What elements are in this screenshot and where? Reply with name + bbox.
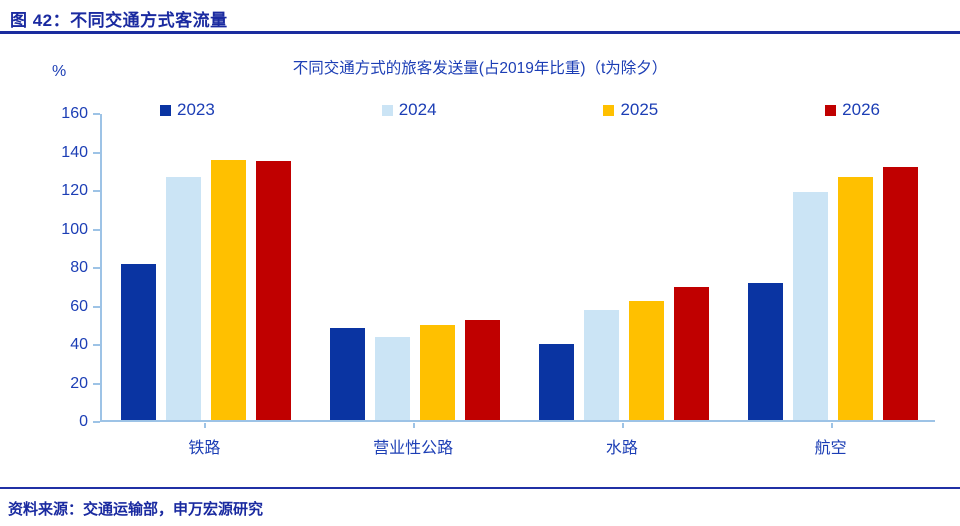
bar-铁路-2025 xyxy=(211,160,247,420)
bar-group-铁路 xyxy=(102,114,311,420)
y-axis-label-20: 20 xyxy=(70,374,88,392)
y-axis-label-160: 160 xyxy=(61,105,88,122)
bar-铁路-2023 xyxy=(121,264,157,420)
legend-label: 2025 xyxy=(620,100,659,119)
bar-营业性公路-2023 xyxy=(330,327,366,420)
bar-group-航空 xyxy=(728,114,937,420)
bar-航空-2025 xyxy=(837,176,873,420)
chart-legend: 2023 2024 2025 2026 xyxy=(160,100,880,120)
y-axis-tick xyxy=(93,151,100,154)
legend-item-2024: 2024 xyxy=(381,100,437,120)
legend-marker xyxy=(825,104,837,116)
bar-营业性公路-2024 xyxy=(375,337,411,420)
source-note: 资料来源：交通运输部，申万宏源研究 xyxy=(8,501,264,518)
legend-label: 2026 xyxy=(842,100,880,119)
bar-航空-2024 xyxy=(792,191,828,420)
x-axis-tick xyxy=(413,423,416,428)
y-axis-tick xyxy=(93,421,100,423)
bar-水路-2026 xyxy=(673,287,709,420)
category-label-航空: 航空 xyxy=(814,440,847,457)
category-label-水路: 水路 xyxy=(605,440,638,457)
legend-item-2026: 2026 xyxy=(825,100,880,120)
y-axis-tick xyxy=(93,344,100,346)
y-axis-tick xyxy=(93,382,100,385)
y-axis-label-100: 100 xyxy=(61,220,88,238)
bar-水路-2025 xyxy=(628,300,664,420)
legend-item-2023: 2023 xyxy=(160,100,215,120)
bar-水路-2024 xyxy=(583,310,619,420)
y-axis-tick xyxy=(93,228,100,231)
chart-title: 不同交通方式的旅客发送量(占2019年比重)（t为除夕） xyxy=(292,60,668,77)
y-axis-label-120: 120 xyxy=(61,182,88,199)
x-axis-tick xyxy=(204,423,207,428)
bar-铁路-2024 xyxy=(166,176,202,420)
plot-area xyxy=(100,114,935,422)
y-axis-label-0: 0 xyxy=(79,413,88,430)
y-axis-tick xyxy=(93,113,100,115)
y-axis-tick xyxy=(93,305,100,308)
category-axis-labels: 铁路 营业性公路 水路 航空 xyxy=(100,434,935,458)
legend-label: 2024 xyxy=(398,100,437,119)
category-label-营业性公路: 营业性公路 xyxy=(373,440,454,457)
legend-marker xyxy=(160,104,171,116)
bar-营业性公路-2026 xyxy=(465,319,501,420)
bar-航空-2026 xyxy=(882,166,918,420)
legend-label: 2023 xyxy=(177,100,215,119)
y-axis-label-60: 60 xyxy=(70,297,88,315)
y-axis-label-140: 140 xyxy=(61,143,88,161)
figure-caption: 图 42：不同交通方式客流量 xyxy=(10,11,228,30)
x-axis-tick xyxy=(621,423,624,428)
y-axis-label-40: 40 xyxy=(70,336,88,353)
bar-铁路-2026 xyxy=(256,161,292,420)
bar-营业性公路-2025 xyxy=(420,324,456,420)
category-label-铁路: 铁路 xyxy=(188,440,221,457)
bottom-rule xyxy=(0,487,960,489)
y-axis-label-80: 80 xyxy=(70,259,88,276)
x-axis-tick xyxy=(830,423,833,428)
bar-group-水路 xyxy=(520,114,729,420)
y-axis-tick xyxy=(93,190,100,192)
bar-航空-2023 xyxy=(747,283,783,420)
legend-item-2025: 2025 xyxy=(603,100,658,120)
bar-group-营业性公路 xyxy=(311,114,520,420)
bar-水路-2023 xyxy=(538,343,574,420)
top-rule xyxy=(0,31,960,34)
y-axis-unit-label: % xyxy=(52,63,67,80)
y-axis-tick xyxy=(93,267,100,269)
legend-marker xyxy=(381,104,393,116)
legend-marker xyxy=(603,104,615,116)
